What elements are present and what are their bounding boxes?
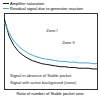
html-text:Residual signal due to generat: Residual signal due to generator reactio…: [10, 6, 83, 11]
svg-text:Signal with active background: Signal with active background (noise): [10, 80, 77, 85]
svg-text:Zone II: Zone II: [62, 40, 74, 45]
html-text:Amplifier saturation: Amplifier saturation: [10, 1, 45, 6]
svg-text:Signal in absence of Stable po: Signal in absence of Stable pocket: [10, 73, 72, 78]
html-text:Ratio of number of Stable pock: Ratio of number of Stable pocket ratio: [16, 91, 84, 96]
svg-text:Zone I: Zone I: [46, 28, 57, 33]
